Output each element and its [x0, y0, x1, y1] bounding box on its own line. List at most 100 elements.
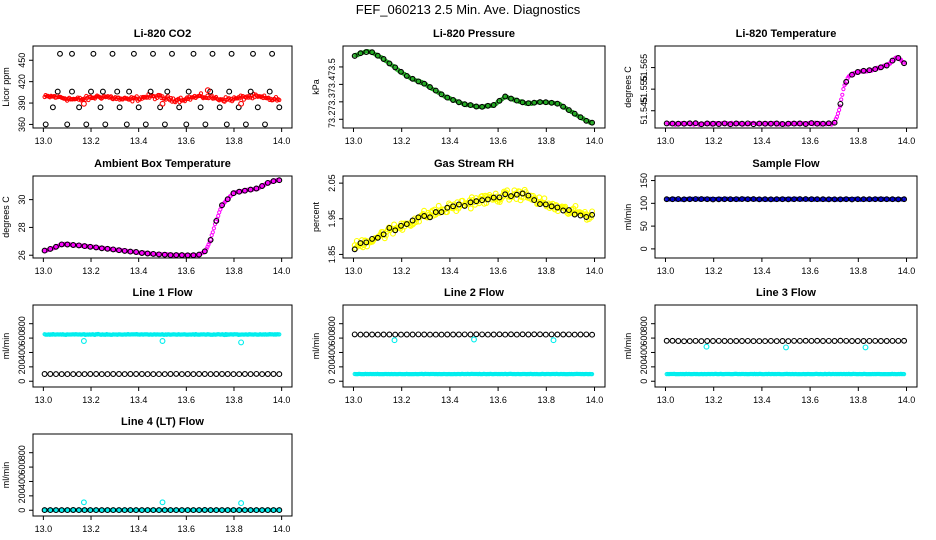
data-point	[541, 195, 548, 202]
data-point	[351, 331, 358, 338]
data-point	[432, 87, 439, 94]
data-point	[704, 120, 711, 127]
data-point	[901, 337, 908, 344]
data-point	[70, 371, 77, 378]
data-point	[432, 331, 439, 338]
y-tick-label: 26	[17, 250, 27, 260]
y-tick-label: 28	[17, 222, 27, 232]
data-point	[230, 507, 237, 514]
data-point	[421, 80, 428, 87]
data-point	[808, 196, 815, 203]
data-point	[739, 338, 745, 344]
x-tick-label: 14.0	[273, 266, 291, 276]
data-point	[254, 104, 261, 111]
data-point	[901, 196, 908, 203]
data-point	[230, 371, 237, 378]
series-raw	[664, 371, 907, 377]
data-point	[98, 507, 105, 514]
data-point	[877, 196, 884, 203]
data-point	[773, 338, 780, 345]
data-point	[779, 338, 786, 344]
data-point	[571, 110, 578, 117]
data-point	[814, 120, 821, 127]
data-point	[721, 120, 728, 127]
data-point	[130, 50, 137, 57]
plot-frame	[32, 45, 293, 129]
data-point	[796, 120, 803, 127]
x-tick-label: 13.4	[441, 136, 459, 146]
data-point	[116, 507, 122, 514]
data-point	[686, 338, 693, 345]
data-point	[467, 331, 474, 338]
data-point	[710, 196, 716, 203]
y-axis-label: ml/min	[1, 333, 11, 360]
data-point	[895, 55, 902, 61]
data-point	[571, 211, 578, 218]
series-avg	[41, 370, 283, 378]
data-point	[58, 507, 65, 514]
data-point	[519, 190, 526, 197]
data-point	[197, 104, 204, 111]
data-point	[135, 104, 142, 111]
data-point	[211, 226, 216, 231]
data-point	[70, 507, 77, 513]
data-point	[138, 371, 145, 377]
data-point	[87, 507, 94, 514]
x-tick-label: 13.0	[657, 395, 675, 405]
data-point	[242, 121, 249, 128]
data-point	[589, 119, 596, 126]
data-point	[403, 331, 410, 338]
data-point	[554, 331, 561, 338]
data-point	[104, 371, 111, 378]
data-point	[721, 196, 728, 203]
data-point	[207, 507, 214, 514]
data-point	[565, 207, 572, 214]
y-tick-label: 51.545	[639, 97, 649, 125]
data-point	[351, 246, 358, 253]
chart-panel-6: Sample Flow ml/min 0 50 100 150 13.0 13.2 13.4 13…	[623, 158, 918, 276]
data-point	[224, 507, 231, 514]
data-point	[698, 196, 705, 203]
data-point	[183, 121, 190, 128]
data-point	[525, 192, 532, 199]
data-point	[386, 224, 393, 231]
x-tick-label: 13.6	[178, 136, 196, 146]
data-point	[247, 88, 254, 95]
y-tick-label: 50	[639, 221, 649, 231]
data-point	[264, 179, 271, 186]
y-tick-label: 200	[327, 359, 337, 374]
data-point	[110, 507, 117, 514]
data-point	[750, 196, 757, 203]
data-point	[398, 222, 404, 229]
data-point	[161, 371, 168, 378]
data-point	[159, 338, 166, 344]
data-point	[455, 331, 462, 338]
data-point	[369, 235, 376, 242]
x-tick-label: 13.8	[225, 524, 243, 534]
data-point	[133, 507, 140, 514]
data-point	[80, 499, 87, 506]
data-point	[64, 121, 71, 128]
data-point	[767, 337, 774, 344]
data-point	[216, 213, 221, 218]
data-point	[756, 120, 763, 127]
data-point	[357, 240, 364, 247]
data-point	[872, 196, 879, 203]
x-tick-label: 13.2	[82, 266, 100, 276]
data-point	[467, 102, 474, 109]
series-spikes	[80, 499, 245, 507]
data-point	[264, 371, 271, 377]
data-point	[369, 331, 376, 338]
data-point	[150, 507, 157, 514]
data-point	[184, 507, 191, 514]
data-point	[686, 196, 693, 203]
data-point	[831, 196, 838, 203]
series-raw	[352, 371, 595, 377]
x-tick-label: 13.4	[130, 524, 148, 534]
data-point	[178, 507, 185, 514]
plot-frame	[32, 433, 293, 517]
y-tick-label: 400	[327, 345, 337, 360]
data-point	[104, 245, 111, 252]
chart-panel-5: Gas Stream RH percent 1.85 1.95 2.05 13.0 13.2…	[311, 158, 606, 276]
data-point	[825, 196, 832, 203]
